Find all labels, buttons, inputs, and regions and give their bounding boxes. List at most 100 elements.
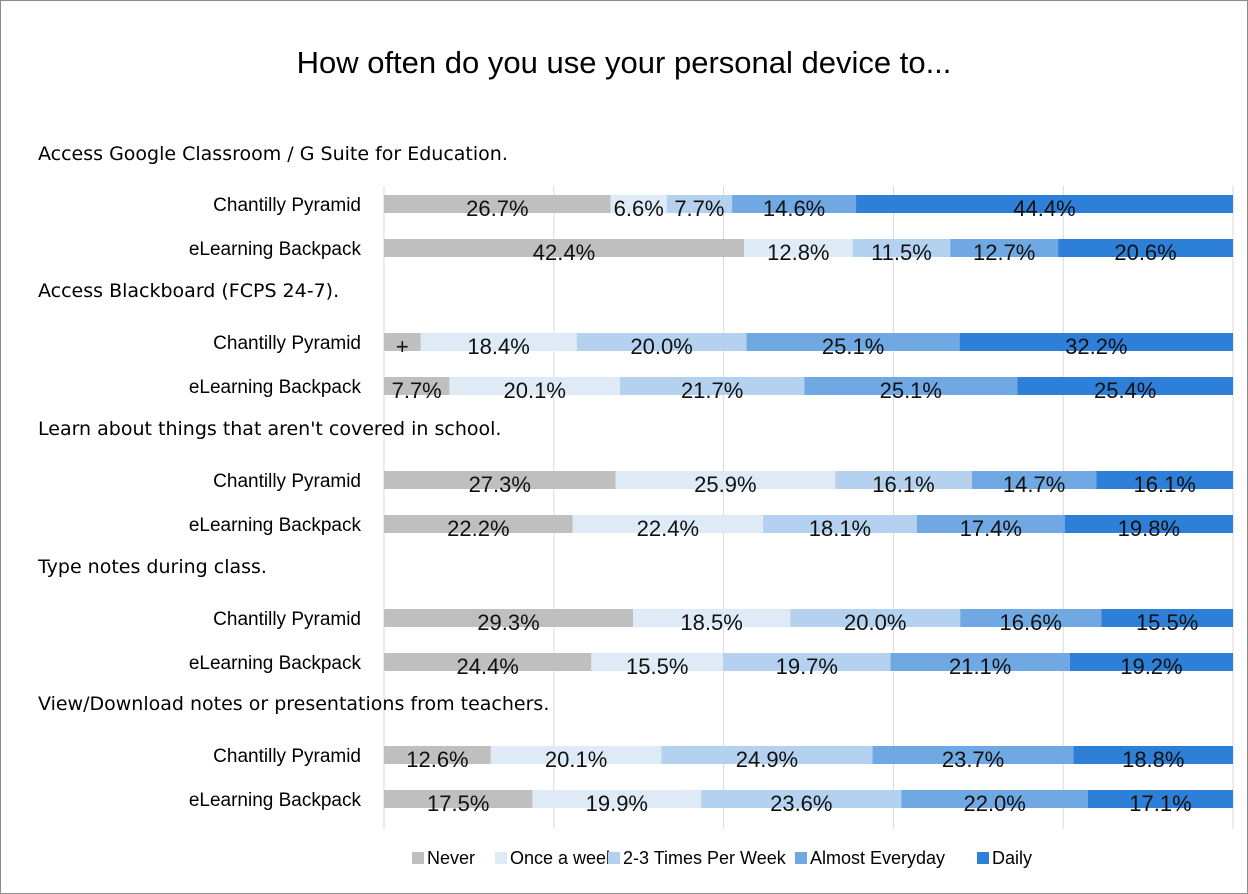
bar-row: Chantilly Pyramid 29.3% 18.5% 20.0% 16.6% 15.…	[213, 609, 1233, 635]
bar-segment	[763, 515, 917, 533]
bar-segment	[384, 333, 421, 351]
bar-row: eLearning Backpack 24.4% 15.5% 19.7% 21.1% 19…	[189, 653, 1233, 679]
data-label: 42.4%	[533, 240, 595, 265]
bar-segment	[420, 333, 577, 351]
bar-row: Chantilly Pyramid 27.3% 25.9% 16.1% 14.7% 16.…	[213, 471, 1233, 497]
bar-segment	[1101, 609, 1233, 627]
legend-label: Never	[427, 848, 475, 868]
data-label: 24.9%	[736, 747, 798, 772]
bar-segment	[1058, 239, 1233, 257]
bar-segment	[790, 609, 961, 627]
legend-label: 2-3 Times Per Week	[623, 848, 787, 868]
bar-segment	[591, 653, 724, 671]
data-label: 12.7%	[973, 240, 1035, 265]
data-label: 7.7%	[674, 196, 724, 221]
bar-segment	[1069, 653, 1233, 671]
legend-swatch	[412, 852, 424, 864]
bar-segment	[960, 609, 1102, 627]
question-label: View/Download notes or presentations fro…	[38, 693, 549, 715]
data-label: 25.4%	[1094, 378, 1156, 403]
data-label: 19.9%	[586, 791, 648, 816]
bar-segment	[572, 515, 764, 533]
legend-label: Daily	[992, 848, 1032, 868]
bar-segment	[384, 515, 573, 533]
bar-segment	[959, 333, 1233, 351]
bar-segment	[804, 377, 1018, 395]
question-label: Type notes during class.	[37, 556, 267, 578]
legend-swatch	[495, 852, 507, 864]
row-label: eLearning Backpack	[189, 515, 362, 536]
row-label: Chantilly Pyramid	[213, 333, 361, 354]
bar-segment	[384, 653, 592, 671]
legend-swatch	[608, 852, 620, 864]
bar-segment	[620, 377, 805, 395]
legend-item: Never	[412, 848, 475, 868]
data-label: 14.7%	[1003, 472, 1065, 497]
bar-row: Chantilly Pyramid 26.7% 6.6% 7.7% 14.6% 44.4%	[213, 195, 1233, 221]
question-group: Access Google Classroom / G Suite for Ed…	[38, 143, 1233, 265]
bar-segment	[1064, 515, 1233, 533]
data-label: 21.7%	[681, 378, 743, 403]
data-label: 22.4%	[637, 516, 699, 541]
data-label: 18.5%	[680, 610, 742, 635]
legend-item: Once a week	[495, 848, 616, 868]
bar-segment	[384, 609, 634, 627]
bar-segment	[746, 333, 960, 351]
data-label: 26.7%	[466, 196, 528, 221]
data-label: 12.8%	[767, 240, 829, 265]
bar-row: eLearning Backpack 7.7% 20.1% 21.7% 25.1% 25.…	[189, 377, 1233, 403]
data-label: 23.6%	[770, 791, 832, 816]
bar-segment	[661, 746, 873, 764]
bar-segment	[1017, 377, 1233, 395]
bar-segment	[384, 746, 491, 764]
data-label: 19.8%	[1118, 516, 1180, 541]
bar-segment	[971, 471, 1097, 489]
bar-segment	[901, 790, 1088, 808]
bar-segment	[610, 195, 667, 213]
bar-segment	[723, 653, 891, 671]
legend-swatch	[977, 852, 989, 864]
data-label: 20.1%	[504, 378, 566, 403]
legend-label: Once a week	[510, 848, 616, 868]
data-label: 15.5%	[1136, 610, 1198, 635]
chart-title: How often do you use your personal devic…	[297, 45, 952, 80]
data-label: 22.0%	[963, 791, 1025, 816]
data-label: 32.2%	[1065, 334, 1127, 359]
bar-segment	[532, 790, 702, 808]
data-label: 19.2%	[1120, 654, 1182, 679]
bar-segment	[384, 471, 616, 489]
data-label: 29.3%	[477, 610, 539, 635]
bar-row: eLearning Backpack 42.4% 12.8% 11.5% 12.7% 20…	[189, 239, 1233, 265]
bar-row: Chantilly Pyramid 12.6% 20.1% 24.9% 23.7% 18.…	[213, 746, 1233, 772]
data-label: 12.6%	[406, 747, 468, 772]
bar-segment	[1073, 746, 1233, 764]
data-label: 17.5%	[427, 791, 489, 816]
question-label: Learn about things that aren't covered i…	[38, 418, 501, 440]
row-label: eLearning Backpack	[189, 377, 362, 398]
bar-segment	[743, 239, 853, 257]
data-label: 17.4%	[960, 516, 1022, 541]
bar-segment	[835, 471, 972, 489]
data-label: 25.1%	[880, 378, 942, 403]
gridlines	[383, 186, 1234, 829]
data-label: 7.7%	[392, 378, 442, 403]
row-label: eLearning Backpack	[189, 239, 362, 260]
data-label: 44.4%	[1013, 196, 1075, 221]
data-label: 20.0%	[844, 610, 906, 635]
data-label: 15.5%	[626, 654, 688, 679]
bar-segment	[701, 790, 902, 808]
data-label: 25.1%	[822, 334, 884, 359]
row-label: Chantilly Pyramid	[213, 746, 361, 767]
bar-segment	[1087, 790, 1233, 808]
data-label: 20.0%	[630, 334, 692, 359]
row-label: Chantilly Pyramid	[213, 195, 361, 216]
bar-segment	[490, 746, 662, 764]
bar-segment	[732, 195, 857, 213]
data-label: 19.7%	[776, 654, 838, 679]
question-group: Type notes during class. Chantilly Pyrami…	[37, 556, 1233, 679]
data-label: 20.6%	[1114, 240, 1176, 265]
data-label: 17.1%	[1129, 791, 1191, 816]
data-label: 20.1%	[545, 747, 607, 772]
bar-segment	[1096, 471, 1233, 489]
